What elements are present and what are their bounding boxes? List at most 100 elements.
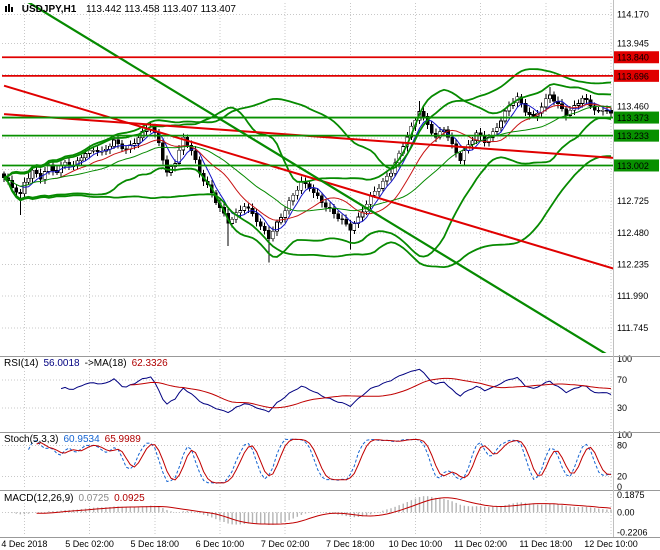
candle [332,207,336,215]
candle [429,124,434,134]
trendline [3,84,613,270]
candle [10,180,15,189]
candle [352,223,357,231]
stoch-signal-value: 65.9989 [104,434,141,445]
candle [503,110,507,122]
level-price-tag-text: 113.373 [617,113,649,123]
indicator-tick-label: 20 [617,472,627,482]
candle [14,187,19,193]
candle [576,103,581,106]
stoch-panel-label: Stoch(5,3,3) 60.9534 65.9989 [4,434,146,446]
price-moving-averages [20,100,612,231]
price-tick-label: 112.235 [617,260,649,270]
candle [34,170,39,174]
candle [519,96,524,104]
candle [584,97,589,100]
time-axis: 4 Dec 2018 5 Dec 02:00 5 Dec 18:00 6 Dec 10… [1,539,637,549]
indicator-tick-label: 80 [617,440,627,450]
level-price-tag [614,111,659,124]
candle [30,170,35,179]
candle [474,132,479,142]
price-tick-label: 111.745 [617,323,648,333]
rsi-name: RSI(14) [4,358,39,369]
candle [295,189,300,196]
candle [421,111,426,117]
candle [254,213,259,223]
candle [539,106,544,114]
candle [490,131,495,138]
level-price-tag [614,51,659,64]
candle [319,195,324,204]
time-label: 10 Dec 10:00 [389,539,443,549]
time-label: 5 Dec 02:00 [65,539,114,549]
candle [381,180,385,189]
level-price-tag [614,129,659,142]
price-tick-label: 112.480 [617,228,649,238]
price-tick-label: 113.945 [617,39,649,49]
candle [291,194,296,202]
chart-title: USDJPY,H1 113.442 113.458 113.407 113.40… [4,3,236,16]
indicator-tick-label: -0.2206 [617,528,648,538]
rsi-value: 56.0018 [43,358,80,369]
stoch-value: 60.9534 [63,434,100,445]
candle [83,153,88,159]
candle [527,112,532,115]
candle [523,102,528,113]
time-label: 7 Dec 18:00 [326,539,375,549]
macd-panel [7,496,612,525]
candle [592,105,597,111]
chart-icon [4,3,15,13]
symbol-timeframe: USDJPY,H1 [21,4,77,15]
candle [580,97,585,104]
candle [136,137,141,144]
indicator-tick-label: 100 [617,430,632,440]
candle [193,150,198,161]
candle [262,225,267,231]
indicator-tick-label: 0.1875 [617,490,645,500]
candle [258,221,263,227]
level-lines[interactable]: 113.840 113.696 113.373 113.233 113.002 [2,51,659,172]
bollinger-bands [3,68,612,269]
indicator-tick-label: 100 [617,354,632,364]
rsi-ma-value: 62.3326 [131,358,168,369]
candle [177,149,182,164]
candle [230,218,234,224]
candle [600,109,605,112]
candle [543,98,548,108]
time-label: 7 Dec 02:00 [261,539,310,549]
candle [548,94,552,99]
level-price-tag [614,159,659,172]
candle [79,157,84,162]
candle [271,230,275,239]
candle [132,143,137,146]
price-tick-label: 112.725 [617,196,649,206]
candle [238,210,243,214]
stoch-name: Stoch(5,3,3) [4,434,59,445]
panel-separators[interactable] [0,0,660,538]
candle [26,177,31,183]
indicator-tick-label: 30 [617,403,627,413]
candle [242,206,247,211]
candle [336,213,340,220]
rsi-panel-label: RSI(14) 56.0018 ->MA(18) 62.3326 [4,358,173,370]
stoch-panel [28,438,612,484]
candle [91,149,96,152]
candle [311,188,316,194]
candle [116,139,120,145]
candle [161,142,165,161]
candle [372,191,377,196]
trendlines[interactable] [3,0,615,359]
candle [112,139,116,147]
candle [376,188,381,192]
rsi-ma-name: ->MA(18) [84,358,127,369]
level-price-tag-text: 113.002 [617,161,649,171]
price-axis: 114.170 113.945 113.460 112.725 112.480 112.2… [617,10,649,333]
price-tick-label: 114.170 [617,10,649,20]
candle [458,152,463,161]
candle [348,223,353,231]
candle [605,109,609,112]
macd-signal-value: 0.0925 [114,493,145,504]
